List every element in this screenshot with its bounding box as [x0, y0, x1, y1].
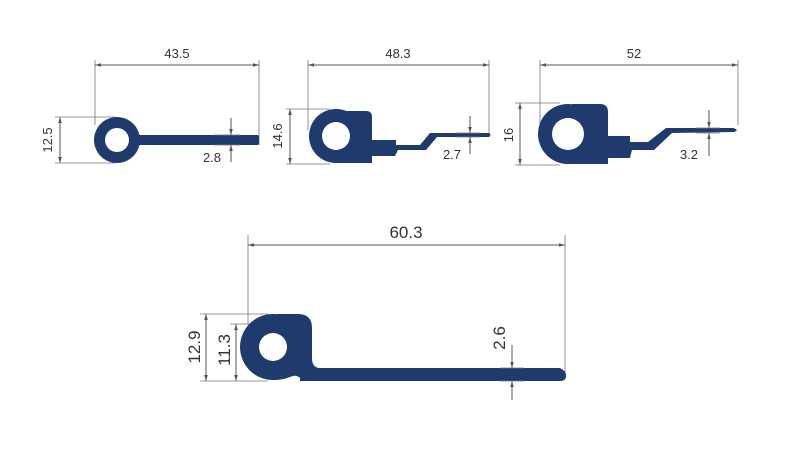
- width-label: 52: [627, 46, 641, 61]
- profile-4-shape: [240, 314, 566, 381]
- height-label: 14.6: [270, 123, 285, 148]
- profile-4: 60.3 12.9 11.3 2.6: [185, 223, 566, 400]
- width-label: 48.3: [385, 46, 410, 61]
- width-label: 60.3: [389, 223, 422, 242]
- profile-3: 52 16 3.2: [501, 46, 739, 166]
- thickness-label: 2.7: [443, 147, 461, 162]
- profile-2: 48.3 14.6 2.7: [270, 46, 491, 165]
- thickness-label: 3.2: [680, 147, 698, 162]
- profile-3-shape: [538, 104, 737, 164]
- thickness-label: 2.8: [203, 150, 221, 165]
- thickness-label: 2.6: [490, 326, 509, 350]
- width-label: 43.5: [164, 46, 189, 61]
- outer-height-label: 12.9: [185, 330, 204, 363]
- profile-1: 43.5 12.5 2.8: [40, 46, 260, 165]
- height-label: 16: [501, 128, 516, 142]
- profile-2-shape: [309, 109, 491, 163]
- height-label: 12.5: [40, 127, 55, 152]
- inner-height-label: 11.3: [215, 334, 234, 366]
- profile-1-shape: [94, 117, 259, 163]
